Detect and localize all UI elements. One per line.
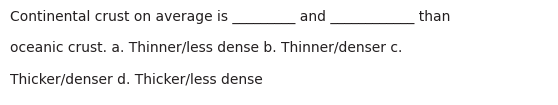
Text: Thicker/denser d. Thicker/less dense: Thicker/denser d. Thicker/less dense bbox=[10, 72, 263, 86]
Text: Continental crust on average is _________ and ____________ than: Continental crust on average is ________… bbox=[10, 9, 450, 24]
Text: oceanic crust. a. Thinner/less dense b. Thinner/denser c.: oceanic crust. a. Thinner/less dense b. … bbox=[10, 41, 402, 55]
